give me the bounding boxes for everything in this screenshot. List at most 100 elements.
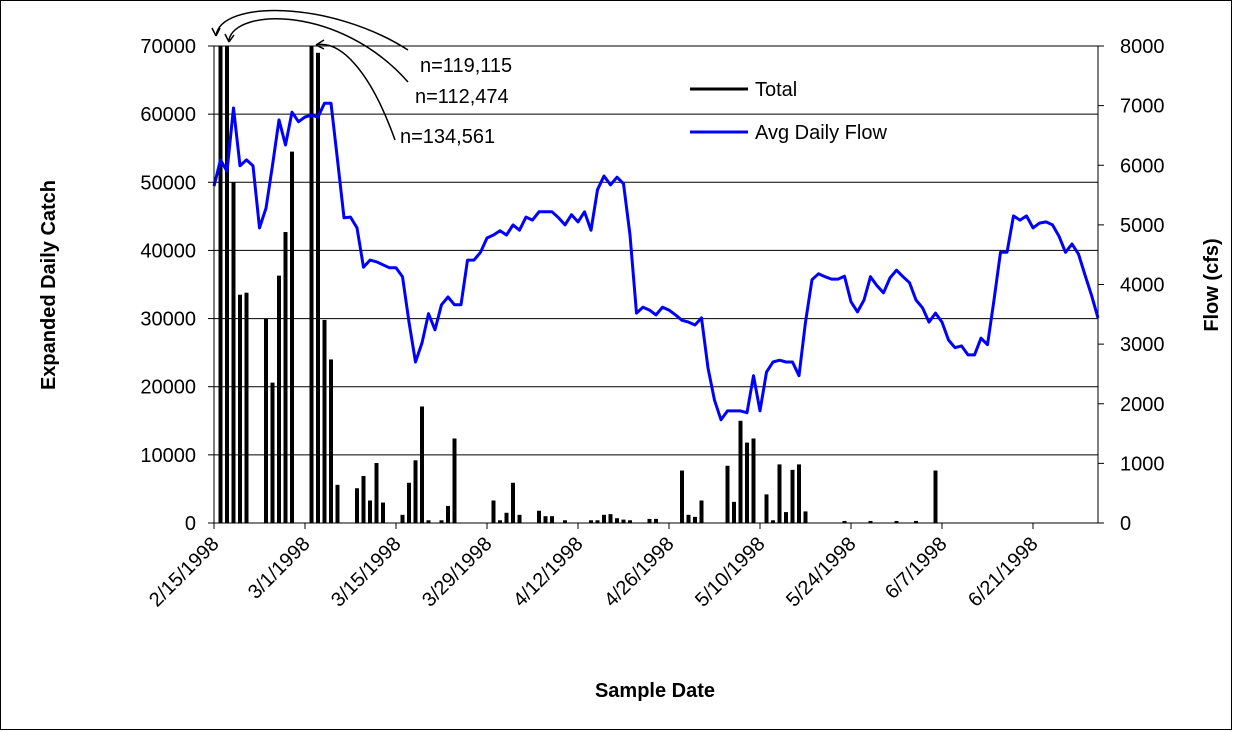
- x-tick-label: 5/24/1998: [782, 533, 860, 611]
- y2-tick-label: 1000: [1120, 453, 1165, 475]
- bar: [654, 518, 658, 523]
- bar: [751, 438, 756, 523]
- bar: [537, 510, 541, 523]
- bar: [732, 501, 736, 523]
- bar: [745, 442, 749, 523]
- bar: [420, 406, 424, 523]
- bar: [439, 520, 444, 523]
- grid: [214, 45, 1098, 524]
- bar: [550, 516, 554, 523]
- bar: [543, 516, 548, 523]
- bar: [218, 46, 223, 523]
- bar: [784, 512, 788, 523]
- bar: [225, 46, 229, 524]
- bar: [842, 520, 847, 523]
- annotation-arrow: [315, 43, 396, 141]
- bar: [426, 520, 431, 523]
- bar: [563, 520, 567, 523]
- bar: [608, 514, 613, 523]
- y-axis-title: Expanded Daily Catch: [38, 180, 60, 390]
- bar: [621, 519, 626, 523]
- bar: [491, 500, 496, 523]
- y-tick-label: 40000: [140, 240, 196, 262]
- annotation: n=112,474: [415, 86, 509, 108]
- bar: [517, 514, 522, 523]
- x-tick-label: 6/21/1998: [964, 533, 1042, 611]
- x-tick-label: 4/12/1998: [509, 533, 587, 611]
- y2-tick-label: 5000: [1120, 215, 1165, 237]
- y-tick-label: 10000: [140, 445, 196, 467]
- bar: [699, 500, 704, 523]
- bar: [381, 502, 385, 523]
- x-tick-label: 3/1/1998: [244, 533, 315, 604]
- y-tick-label: 50000: [140, 172, 196, 194]
- bar: [238, 294, 242, 523]
- x-tick-label: 4/26/1998: [600, 533, 678, 611]
- x-tick-label: 2/15/1998: [145, 533, 223, 611]
- bar: [615, 518, 619, 523]
- bar: [647, 518, 652, 523]
- x-tick-label: 3/15/1998: [327, 533, 405, 611]
- bar: [452, 438, 457, 523]
- y-tick-label: 20000: [140, 377, 196, 399]
- bar: [933, 470, 938, 523]
- y2-tick-label: 8000: [1120, 36, 1165, 58]
- bar: [400, 514, 405, 523]
- bar: [725, 465, 730, 523]
- bar: [914, 520, 918, 523]
- x-tick-label: 6/7/1998: [881, 533, 952, 604]
- legend-label: Total: [755, 79, 797, 101]
- x-tick-label: 5/10/1998: [691, 533, 769, 611]
- bar: [777, 464, 782, 523]
- bar: [868, 520, 873, 523]
- bar: [322, 319, 327, 523]
- annotation: n=134,561: [400, 126, 495, 148]
- y-tick-label: 60000: [140, 104, 196, 126]
- y2-tick-label: 7000: [1120, 96, 1165, 118]
- bar: [504, 512, 509, 523]
- bar: [283, 232, 288, 523]
- flow-line: [212, 101, 1100, 422]
- bar: [231, 182, 236, 524]
- bar: [355, 488, 359, 523]
- x-tick-label: 3/29/1998: [418, 533, 496, 611]
- bar: [309, 46, 314, 524]
- bar: [589, 520, 593, 523]
- bar: [407, 482, 411, 523]
- y2-tick-label: 6000: [1120, 155, 1165, 177]
- annotation: n=119,115: [420, 55, 512, 77]
- y2-tick-label: 0: [1120, 513, 1131, 535]
- bar: [693, 516, 697, 523]
- bar: [595, 520, 600, 523]
- y2-tick-label: 3000: [1120, 334, 1165, 356]
- bar: [446, 505, 450, 523]
- annotation-arrows: [211, 9, 409, 141]
- bar: [790, 469, 795, 523]
- x-axis-title: Sample Date: [595, 680, 715, 702]
- bar: [244, 292, 249, 523]
- bar: [264, 318, 268, 523]
- y2-tick-label: 4000: [1120, 275, 1165, 297]
- y-tick-label: 30000: [140, 309, 196, 331]
- bar: [628, 520, 632, 523]
- plot-area: [212, 46, 1100, 524]
- annotation-arrow: [228, 18, 409, 83]
- bar: [335, 484, 340, 523]
- bar: [270, 382, 275, 523]
- bar: [361, 475, 366, 523]
- bar: [368, 500, 372, 523]
- bar: [680, 470, 684, 523]
- bar: [686, 514, 691, 523]
- arrow-head: [211, 27, 221, 37]
- bar: [602, 514, 606, 523]
- bar: [764, 494, 769, 523]
- bar: [803, 511, 808, 523]
- bar: [290, 151, 294, 523]
- bar: [413, 460, 418, 523]
- bar: [894, 520, 899, 523]
- bar: [277, 275, 281, 523]
- y2-tick-label: 2000: [1120, 394, 1165, 416]
- legend: Total Avg Daily Flow: [690, 79, 887, 144]
